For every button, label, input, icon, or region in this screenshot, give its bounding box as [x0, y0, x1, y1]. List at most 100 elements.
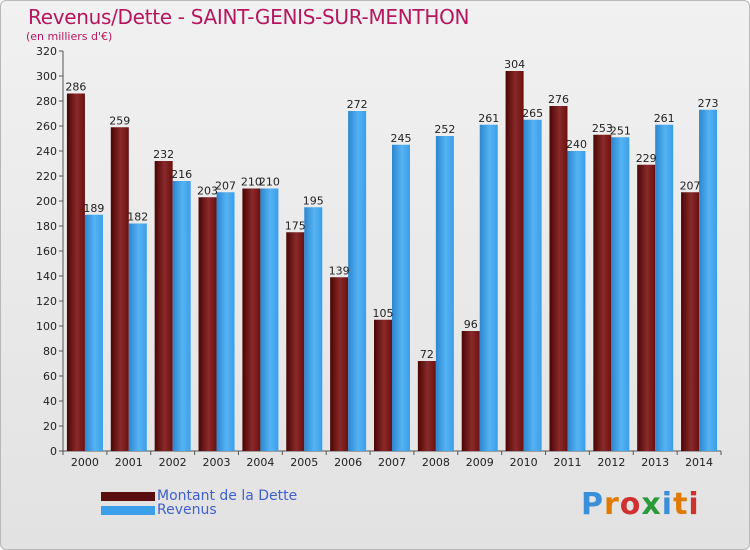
y-tick-label: 120 — [36, 295, 57, 308]
bar-revenus — [172, 181, 191, 451]
logo-letter: o — [619, 487, 642, 522]
data-label-dette: 96 — [464, 318, 478, 331]
bar-dette — [461, 331, 480, 451]
y-tick-label: 80 — [43, 345, 57, 358]
logo-letter: i — [661, 487, 674, 522]
data-label-revenus: 182 — [127, 211, 148, 224]
data-label-dette: 232 — [153, 148, 174, 161]
data-label-dette: 72 — [420, 348, 434, 361]
logo-letter: r — [604, 487, 620, 522]
y-tick-label: 100 — [36, 320, 57, 333]
y-tick-label: 260 — [36, 120, 57, 133]
data-label-dette: 175 — [285, 219, 306, 232]
bar-dette — [637, 164, 656, 451]
data-label-revenus: 210 — [259, 176, 280, 189]
data-label-revenus: 261 — [654, 112, 675, 125]
x-tick-label: 2014 — [685, 456, 713, 469]
bar-revenus — [655, 124, 674, 451]
bar-revenus — [128, 223, 147, 451]
bar-revenus — [567, 151, 586, 451]
x-tick-label: 2004 — [246, 456, 274, 469]
y-tick-label: 280 — [36, 95, 57, 108]
data-label-revenus: 195 — [303, 194, 324, 207]
bar-revenus — [523, 119, 542, 451]
data-label-revenus: 251 — [610, 124, 631, 137]
bar-dette — [154, 161, 173, 451]
data-label-revenus: 240 — [566, 138, 587, 151]
logo-letter: t — [673, 487, 689, 522]
y-tick-label: 140 — [36, 270, 57, 283]
bar-revenus — [699, 109, 718, 451]
bar-dette — [549, 106, 568, 451]
x-tick-label: 2003 — [203, 456, 231, 469]
bar-revenus — [84, 214, 103, 451]
x-tick-label: 2006 — [334, 456, 362, 469]
legend-item-dette: Montant de la Dette — [101, 488, 298, 504]
y-tick-label: 320 — [36, 45, 57, 58]
bar-revenus — [479, 124, 498, 451]
data-label-revenus: 245 — [391, 132, 412, 145]
bar-dette — [505, 71, 524, 451]
x-tick-label: 2011 — [553, 456, 581, 469]
data-label-revenus: 207 — [215, 179, 236, 192]
data-label-dette: 259 — [109, 114, 130, 127]
bar-dette — [330, 277, 349, 451]
data-label-dette: 276 — [548, 93, 569, 106]
logo-letter: i — [688, 487, 700, 522]
data-label-revenus: 272 — [347, 98, 368, 111]
x-tick-label: 2000 — [71, 456, 99, 469]
bar-dette — [242, 188, 261, 451]
data-label-revenus: 189 — [83, 202, 104, 215]
chart-subtitle: (en milliers d'€) — [26, 30, 113, 43]
x-tick-label: 2009 — [466, 456, 494, 469]
data-label-dette: 253 — [592, 122, 613, 135]
legend-item-revenus: Revenus — [101, 502, 217, 518]
bar-dette — [681, 192, 700, 451]
x-tick-label: 2010 — [510, 456, 538, 469]
x-tick-label: 2012 — [597, 456, 625, 469]
x-tick-label: 2007 — [378, 456, 406, 469]
y-tick-label: 300 — [36, 70, 57, 83]
x-tick-label: 2002 — [159, 456, 187, 469]
bar-dette — [417, 361, 436, 451]
bar-dette — [593, 134, 612, 451]
data-label-dette: 210 — [241, 176, 262, 189]
y-tick-label: 180 — [36, 220, 57, 233]
y-tick-label: 40 — [43, 395, 57, 408]
x-tick-label: 2013 — [641, 456, 669, 469]
y-tick-label: 160 — [36, 245, 57, 258]
bar-dette — [198, 197, 217, 451]
legend-swatch-revenus — [101, 505, 155, 515]
x-tick-label: 2001 — [115, 456, 143, 469]
bar-revenus — [435, 136, 454, 451]
data-label-dette: 139 — [329, 264, 350, 277]
data-label-revenus: 216 — [171, 168, 192, 181]
proxiti-logo: Proxiti — [581, 487, 700, 522]
data-label-dette: 229 — [636, 152, 657, 165]
bar-dette — [110, 127, 129, 451]
data-label-revenus: 261 — [478, 112, 499, 125]
data-label-dette: 105 — [373, 307, 394, 320]
logo-letter: P — [581, 487, 604, 522]
legend-label-dette: Montant de la Dette — [157, 488, 298, 504]
bar-dette — [66, 93, 85, 451]
data-label-dette: 304 — [504, 58, 525, 71]
y-tick-label: 240 — [36, 145, 57, 158]
bar-revenus — [392, 144, 410, 451]
y-tick-label: 0 — [50, 445, 57, 458]
legend-label-revenus: Revenus — [157, 502, 217, 518]
data-label-dette: 286 — [65, 81, 86, 94]
bar-dette — [286, 232, 305, 451]
legend-swatch-dette — [101, 491, 155, 501]
data-label-revenus: 273 — [698, 97, 719, 110]
bar-dette — [374, 319, 392, 451]
y-tick-label: 20 — [43, 420, 57, 433]
chart-bars — [66, 71, 718, 451]
y-tick-label: 200 — [36, 195, 57, 208]
bar-revenus — [348, 111, 367, 451]
bar-revenus — [216, 192, 235, 451]
data-label-dette: 203 — [197, 184, 218, 197]
data-label-revenus: 265 — [522, 107, 543, 120]
